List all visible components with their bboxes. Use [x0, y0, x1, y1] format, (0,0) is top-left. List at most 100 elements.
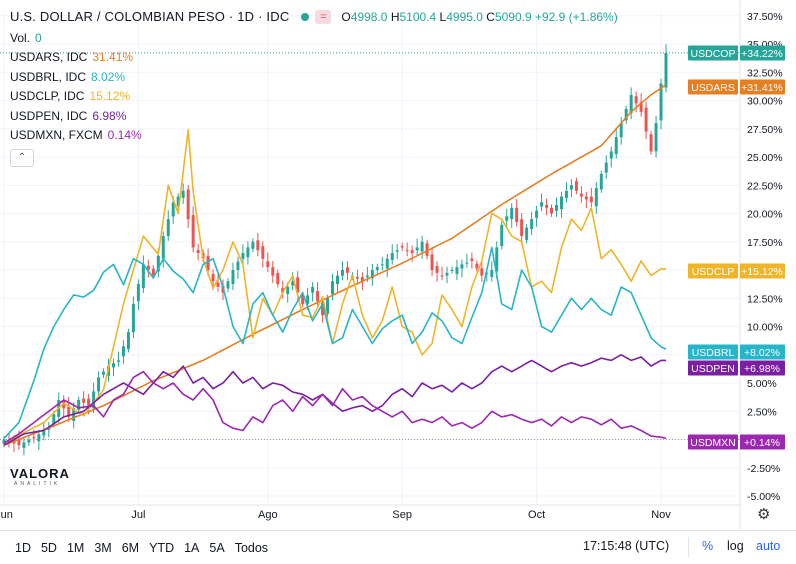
series-line-usdclp	[3, 129, 666, 444]
candle-body	[176, 196, 180, 207]
candle-body	[525, 227, 529, 241]
candle-body	[67, 405, 71, 417]
badge-label-bg	[688, 360, 738, 376]
timeframe-1m[interactable]: 1M	[66, 540, 85, 555]
candle-body	[216, 282, 220, 287]
compare-usdmxn[interactable]: USDMXN, FXCM 0.14%	[10, 128, 142, 143]
candle-body	[435, 265, 439, 273]
candle-body	[559, 196, 563, 210]
candle-body	[649, 134, 653, 152]
candle-body	[241, 253, 245, 259]
badge-value-bg	[740, 360, 785, 376]
x-tick-label: Nov	[651, 509, 671, 521]
series-line-usdpen	[3, 354, 666, 446]
market-status-icon	[301, 13, 310, 21]
series-lines	[3, 84, 667, 446]
utc-clock[interactable]: 17:15:48 (UTC)	[583, 539, 670, 553]
timeframe-1d[interactable]: 1D	[15, 540, 31, 555]
candle-body	[395, 250, 399, 252]
series-line-usdmxn	[3, 370, 667, 444]
timeframe-1a[interactable]: 1A	[184, 540, 200, 555]
candle-body	[545, 204, 549, 208]
candle-body	[460, 264, 464, 269]
candle-body	[555, 205, 558, 211]
candle-body	[345, 267, 349, 273]
candle-body	[126, 332, 130, 349]
candle-body	[191, 215, 195, 248]
percent-scale-toggle[interactable]: %	[702, 539, 714, 553]
badge-usdmxn: USDMXN +0.14%	[688, 434, 785, 450]
candle-body	[550, 207, 554, 214]
candle-body	[82, 398, 86, 403]
candle-body	[276, 272, 280, 285]
y-tick-label: 25.00%	[747, 152, 783, 164]
candle-body	[455, 267, 459, 275]
timeframe-5a[interactable]: 5A	[209, 540, 225, 555]
y-tick-label: -5.00%	[747, 491, 780, 503]
candle-body	[251, 241, 255, 249]
timeframe-6m[interactable]: 6M	[121, 540, 140, 555]
candle-body	[186, 189, 190, 220]
candle-body	[589, 196, 593, 203]
candle-body	[480, 268, 484, 276]
compare-usdpen[interactable]: USDPEN, IDC 6.98%	[10, 108, 127, 123]
compare-icon[interactable]: =	[315, 10, 332, 24]
badge-label-bg	[688, 434, 738, 450]
candle-body	[311, 286, 315, 293]
candle-body	[335, 275, 339, 285]
candle-body	[316, 291, 320, 302]
volume-row[interactable]: Vol. 0	[10, 30, 42, 45]
log-scale-toggle[interactable]: log	[727, 539, 744, 553]
chart-canvas: 37.50%35.00%32.50%30.00%27.50%25.00%22.5…	[0, 0, 785, 530]
candle-body	[375, 267, 379, 270]
candle-body	[450, 270, 454, 271]
candle-body	[385, 258, 389, 269]
y-tick-label: 17.50%	[747, 237, 783, 249]
badge-label: USDPEN	[691, 363, 735, 375]
candle-body	[246, 247, 250, 258]
y-tick-label: 27.50%	[747, 124, 783, 136]
y-tick-label: 2.50%	[747, 406, 777, 418]
candle-body	[92, 391, 96, 409]
candle-body	[584, 196, 588, 200]
candle-body	[136, 284, 140, 302]
chevron-up-icon[interactable]: ⌃	[10, 149, 34, 167]
candle-body	[301, 295, 305, 304]
candle-body	[540, 202, 544, 207]
candle-body	[360, 277, 364, 282]
timeframe-3m[interactable]: 3M	[94, 540, 112, 555]
candle-body	[306, 295, 310, 304]
compare-usdbrl[interactable]: USDBRL, IDC 8.02%	[10, 69, 126, 84]
x-tick-label: Jun	[0, 509, 13, 521]
compare-usdclp[interactable]: USDCLP, IDC 15.12%	[10, 89, 131, 104]
candle-body	[236, 261, 240, 270]
candle-body	[181, 190, 185, 198]
gear-icon[interactable]: ⚙	[757, 506, 771, 523]
candle-body	[52, 414, 56, 425]
badge-value-bg	[740, 434, 785, 450]
candle-body	[355, 277, 359, 279]
timeframe-todos[interactable]: Todos	[234, 540, 269, 555]
compare-usdars[interactable]: USDARS, IDC 31.41%	[10, 50, 134, 65]
candle-body	[604, 162, 608, 173]
x-tick-label: Jul	[131, 509, 145, 521]
badge-label: USDCLP	[692, 266, 735, 278]
badge-value: +0.14%	[744, 437, 780, 449]
candle-body	[445, 272, 449, 276]
candle-body	[331, 281, 335, 295]
auto-scale-toggle[interactable]: auto	[756, 539, 781, 553]
candle-body	[42, 431, 46, 436]
candle-body	[37, 434, 41, 442]
candle-body	[266, 261, 270, 268]
candle-body	[2, 439, 6, 445]
candle-body	[470, 258, 474, 261]
candle-body	[490, 270, 494, 277]
timeframe-ytd[interactable]: YTD	[149, 540, 175, 555]
badge-value: +6.98%	[744, 363, 780, 375]
candle-body	[261, 246, 265, 259]
candle-body	[171, 202, 175, 217]
candle-body	[535, 210, 539, 218]
candle-body	[400, 246, 404, 248]
price-badges: USDCOP +34.22%USDARS +31.41%USDCLP +15.12%U…	[688, 45, 785, 450]
timeframe-5d[interactable]: 5D	[40, 540, 57, 555]
